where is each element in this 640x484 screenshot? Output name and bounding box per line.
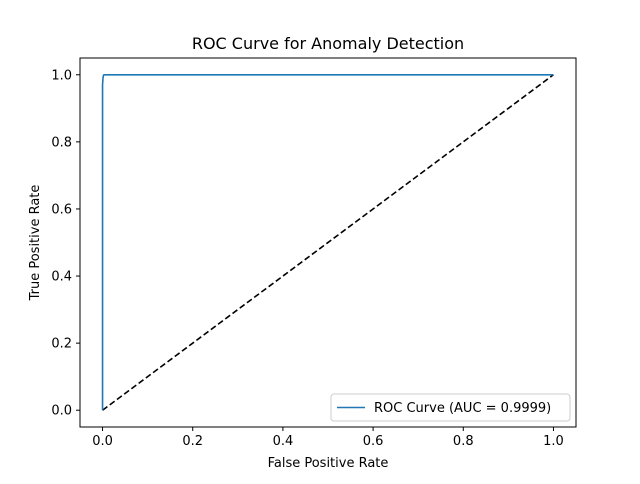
- y-tick-label: 0.8: [51, 135, 72, 150]
- x-axis-label: False Positive Rate: [268, 456, 389, 471]
- series-layer: [101, 73, 554, 411]
- x-tick-label: 1.0: [543, 434, 564, 449]
- y-axis-label: True Positive Rate: [28, 185, 43, 302]
- legend: ROC Curve (AUC = 0.9999): [330, 393, 571, 422]
- y-axis-ticks: 0.0 0.2 0.4 0.6 0.8 1.0: [51, 68, 80, 419]
- legend-label-roc-curve: ROC Curve (AUC = 0.9999): [374, 401, 551, 416]
- plot-area: [79, 57, 577, 428]
- y-tick-label: 0.4: [51, 270, 72, 285]
- chart-title: ROC Curve for Anomaly Detection: [192, 34, 464, 53]
- random-baseline-line: [102, 74, 554, 411]
- axes-frame: [79, 57, 577, 428]
- x-tick-label: 0.8: [453, 434, 474, 449]
- y-tick-label: 0.0: [51, 404, 72, 419]
- x-axis-ticks: 0.0 0.2 0.4 0.6 0.8 1.0: [92, 427, 564, 449]
- x-tick-label: 0.2: [182, 434, 203, 449]
- legend-box: [330, 393, 571, 422]
- x-tick-label: 0.6: [363, 434, 384, 449]
- x-tick-label: 0.0: [92, 434, 113, 449]
- y-tick-label: 1.0: [51, 68, 72, 83]
- y-tick-label: 0.6: [51, 202, 72, 217]
- x-tick-label: 0.4: [273, 434, 294, 449]
- y-tick-label: 0.2: [51, 337, 72, 352]
- roc-curve-line: [101, 73, 554, 411]
